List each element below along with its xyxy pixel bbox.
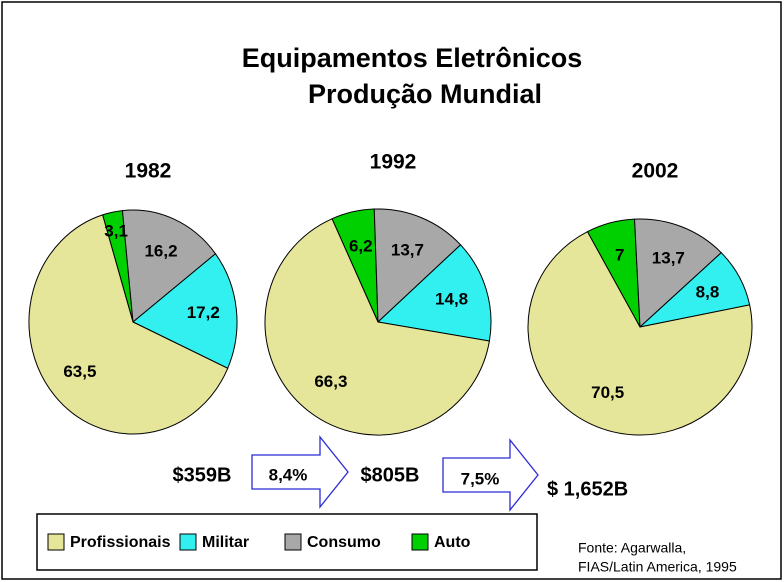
pie-slice	[121, 209, 217, 323]
title-line: Produção Mundial	[308, 79, 542, 109]
data-label: 14,8	[435, 289, 468, 308]
data-label: 16,2	[144, 242, 177, 261]
pie-title: 2002	[632, 160, 679, 183]
data-label: 17,2	[187, 303, 220, 322]
legend-swatch	[284, 533, 302, 551]
growth: 7,5%	[461, 469, 500, 488]
legend-swatch	[47, 533, 65, 551]
source: FIAS/Latin America, 1995	[578, 559, 737, 575]
data-label: 66,3	[314, 372, 347, 391]
data-label: 13,7	[652, 248, 685, 267]
arrow	[442, 438, 539, 512]
total: $ 1,652B	[547, 478, 628, 500]
legend-label: Profissionais	[70, 534, 171, 551]
pie-title: 1982	[125, 160, 172, 183]
pie-slice	[373, 208, 462, 324]
legend-label: Militar	[202, 534, 249, 551]
pie-slice	[634, 218, 722, 329]
pie-slice	[527, 230, 753, 436]
data-label: 6,2	[349, 237, 373, 256]
data-label: 70,5	[591, 383, 624, 402]
data-label: 63,5	[63, 362, 96, 381]
pie-slice	[28, 214, 229, 435]
data-label: 8,8	[696, 282, 720, 301]
data-label: 7	[615, 246, 624, 265]
pie-slice	[132, 253, 238, 369]
legend-swatch	[411, 533, 429, 551]
legend-label: Auto	[434, 534, 471, 551]
pie-slice	[264, 218, 490, 436]
legend-label: Consumo	[307, 534, 381, 551]
title-line: Equipamentos Eletrônicos	[242, 43, 583, 73]
arrow	[251, 435, 349, 509]
pie-slice	[376, 244, 492, 342]
total: $359B	[173, 464, 232, 486]
pie-title: 1992	[370, 151, 417, 174]
data-label: 13,7	[391, 241, 424, 260]
growth: 8,4%	[269, 465, 308, 484]
source: Fonte: Agarwalla,	[578, 540, 686, 556]
data-label: 3,1	[104, 221, 128, 240]
legend-swatch	[179, 533, 197, 551]
total: $805B	[361, 464, 420, 486]
